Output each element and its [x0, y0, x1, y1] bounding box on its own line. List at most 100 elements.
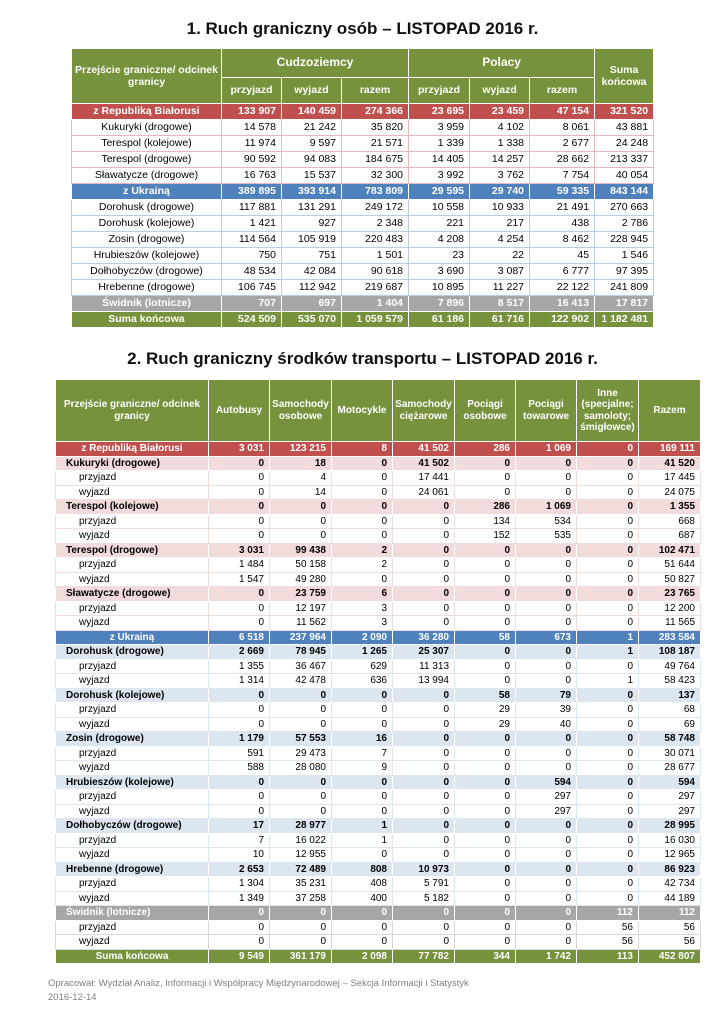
table-row: Świdnik (lotnicze) 707 697 1 404 7 896 8 517 1…	[71, 295, 655, 312]
value-cell: 29	[454, 702, 516, 718]
table1-header: Przejście graniczne/ odcinek granicy Cud…	[71, 48, 655, 104]
value-cell: 0	[331, 484, 393, 500]
row-label: Dołhobyczów (drogowe)	[55, 818, 209, 834]
value-cell: 361 179	[269, 948, 332, 964]
value-cell: 843 144	[594, 183, 655, 200]
value-cell: 108 187	[638, 644, 701, 660]
value-cell: 0	[392, 847, 455, 863]
row-label: wyjazd	[55, 673, 209, 689]
value-cell: 28 662	[529, 151, 596, 168]
value-cell: 2 669	[208, 644, 270, 660]
value-cell: 14 257	[469, 151, 531, 168]
value-cell: 50 158	[269, 557, 332, 573]
column-header-crossing: Przejście graniczne/ odcinek granicy	[71, 48, 222, 104]
value-cell: 0	[208, 702, 270, 718]
table-row: z Republiką Białorusi 3 031 123 215 8 41 502…	[55, 441, 701, 457]
value-cell: 36 467	[269, 658, 332, 674]
value-cell: 61 186	[408, 311, 471, 328]
footer: Opracował: Wydział Analiz, Informacji i …	[48, 977, 725, 1006]
row-label: przyjazd	[55, 513, 209, 529]
value-cell: 35 820	[340, 119, 410, 136]
value-cell: 6 518	[208, 629, 270, 645]
row-label: Dorohusk (drogowe)	[55, 644, 209, 660]
value-cell: 2 786	[594, 215, 655, 232]
value-cell: 0	[331, 803, 393, 819]
value-cell: 0	[208, 528, 270, 544]
column-group-poles: Polacy	[408, 48, 596, 78]
value-cell: 0	[208, 934, 270, 950]
row-label: z Ukrainą	[71, 183, 222, 200]
table-row: Dorohusk (drogowe) 2 669 78 945 1 265 25 307…	[55, 644, 701, 660]
value-cell: 61 716	[469, 311, 531, 328]
value-cell: 0	[454, 470, 516, 486]
value-cell: 3 031	[208, 441, 270, 457]
value-cell: 72 489	[269, 861, 332, 877]
value-cell: 687	[638, 528, 701, 544]
column-header-departure: wyjazd	[281, 77, 342, 104]
value-cell: 41 520	[638, 455, 701, 471]
table-row: przyjazd 0 12 197 3 0 0 0 0 12 200	[55, 600, 701, 616]
value-cell: 524 509	[221, 311, 282, 328]
value-cell: 0	[269, 919, 332, 935]
value-cell: 102 471	[638, 542, 701, 558]
value-cell: 97 395	[594, 263, 655, 280]
value-cell: 24 248	[594, 135, 655, 152]
value-cell: 41 502	[392, 455, 455, 471]
row-label: Hrebenne (drogowe)	[71, 279, 222, 296]
value-cell: 0	[576, 658, 639, 674]
column-header-total: razem	[340, 77, 410, 104]
value-cell: 221	[408, 215, 471, 232]
value-cell: 1 349	[208, 890, 270, 906]
value-cell: 0	[208, 687, 270, 703]
value-cell: 0	[392, 803, 455, 819]
value-cell: 11 974	[221, 135, 282, 152]
value-cell: 21 242	[281, 119, 342, 136]
value-cell: 10	[208, 847, 270, 863]
value-cell: 42 084	[281, 263, 342, 280]
row-label: Dorohusk (kolejowe)	[71, 215, 222, 232]
value-cell: 29 740	[469, 183, 531, 200]
table-row: przyjazd 1 355 36 467 629 11 313 0 0 0 49 764	[55, 658, 701, 674]
value-cell: 0	[515, 847, 577, 863]
value-cell: 0	[331, 934, 393, 950]
value-cell: 0	[576, 513, 639, 529]
value-cell: 0	[576, 586, 639, 602]
value-cell: 3	[331, 615, 393, 631]
value-cell: 0	[331, 905, 393, 921]
value-cell: 90 618	[340, 263, 410, 280]
value-cell: 0	[208, 716, 270, 732]
row-label: przyjazd	[55, 919, 209, 935]
value-cell: 783 809	[340, 183, 410, 200]
value-cell: 0	[269, 716, 332, 732]
row-label: przyjazd	[55, 745, 209, 761]
value-cell: 29 595	[408, 183, 471, 200]
table-row: przyjazd 7 16 022 1 0 0 0 0 16 030	[55, 832, 701, 848]
value-cell: 270 663	[594, 199, 655, 216]
value-cell: 0	[454, 861, 516, 877]
value-cell: 8	[331, 441, 393, 457]
table-row: Kukuryki (drogowe) 14 578 21 242 35 820 3 95…	[71, 119, 655, 136]
value-cell: 0	[576, 847, 639, 863]
column-header-total: razem	[529, 77, 596, 104]
value-cell: 56	[638, 934, 701, 950]
value-cell: 16 030	[638, 832, 701, 848]
value-cell: 21 571	[340, 135, 410, 152]
value-cell: 94 083	[281, 151, 342, 168]
value-cell: 0	[208, 470, 270, 486]
table-row: wyjazd 0 0 0 0 0 0 56 56	[55, 934, 701, 950]
value-cell: 23 459	[469, 103, 531, 120]
table-row: Dorohusk (drogowe) 117 881 131 291 249 172 1…	[71, 199, 655, 216]
table-row: Zosin (drogowe) 1 179 57 553 16 0 0 0 0 58 748	[55, 731, 701, 747]
value-cell: 69	[638, 716, 701, 732]
table-row: wyjazd 588 28 080 9 0 0 0 0 28 677	[55, 760, 701, 776]
value-cell: 78 945	[269, 644, 332, 660]
value-cell: 0	[515, 876, 577, 892]
value-cell: 0	[515, 586, 577, 602]
value-cell: 0	[208, 499, 270, 515]
value-cell: 0	[269, 702, 332, 718]
value-cell: 0	[515, 484, 577, 500]
value-cell: 58 748	[638, 731, 701, 747]
row-label: Zosin (drogowe)	[55, 731, 209, 747]
value-cell: 0	[269, 687, 332, 703]
value-cell: 0	[392, 789, 455, 805]
